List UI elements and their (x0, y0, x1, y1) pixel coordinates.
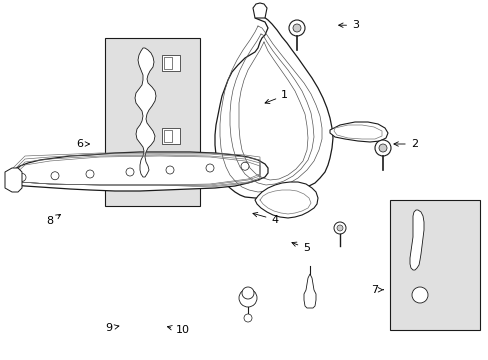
Text: 7: 7 (370, 285, 383, 295)
Polygon shape (5, 168, 22, 192)
Circle shape (205, 164, 214, 172)
Polygon shape (8, 152, 267, 191)
Polygon shape (409, 210, 423, 270)
Circle shape (378, 144, 386, 152)
Circle shape (126, 168, 134, 176)
Text: 10: 10 (167, 325, 190, 336)
Text: 4: 4 (252, 212, 278, 225)
Circle shape (292, 24, 301, 32)
Polygon shape (304, 274, 315, 308)
Bar (163, 57, 172, 69)
Polygon shape (135, 48, 156, 177)
Bar (105, 38, 200, 206)
Circle shape (86, 170, 94, 178)
Text: 3: 3 (338, 20, 358, 30)
Circle shape (336, 225, 342, 231)
Polygon shape (252, 3, 266, 18)
Text: 2: 2 (393, 139, 417, 149)
Circle shape (241, 162, 248, 170)
Bar (389, 200, 479, 330)
Text: 5: 5 (291, 242, 309, 253)
Circle shape (239, 289, 257, 307)
Text: 1: 1 (264, 90, 287, 104)
Bar (163, 130, 172, 142)
Circle shape (411, 287, 427, 303)
Circle shape (242, 287, 253, 299)
Polygon shape (329, 122, 387, 142)
Bar (162, 55, 180, 71)
Circle shape (165, 166, 174, 174)
Text: 9: 9 (105, 323, 119, 333)
Circle shape (374, 140, 390, 156)
Circle shape (288, 20, 305, 36)
Bar (162, 128, 180, 144)
Circle shape (18, 174, 26, 181)
Circle shape (51, 172, 59, 180)
Circle shape (333, 222, 346, 234)
Polygon shape (215, 16, 332, 198)
Polygon shape (254, 182, 317, 218)
Text: 6: 6 (76, 139, 89, 149)
Text: 8: 8 (46, 215, 61, 226)
Circle shape (244, 314, 251, 322)
